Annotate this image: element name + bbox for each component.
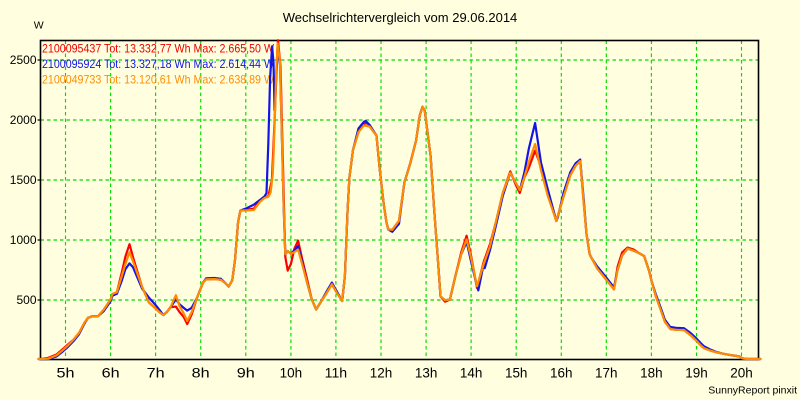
svg-text:2100095437 Tot: 13.332,77 Wh M: 2100095437 Tot: 13.332,77 Wh Max: 2.665,… [42,41,275,55]
svg-text:7h: 7h [147,364,165,380]
svg-text:W: W [34,20,44,32]
svg-text:2500: 2500 [10,53,37,67]
svg-text:8h: 8h [192,364,210,380]
svg-text:11h: 11h [325,364,348,380]
svg-text:15h: 15h [505,364,528,380]
svg-text:12h: 12h [370,364,393,380]
svg-text:2000: 2000 [10,113,37,127]
svg-text:SunnyReport pinxit: SunnyReport pinxit [708,385,797,397]
svg-text:2100049733 Tot: 13.120,61 Wh M: 2100049733 Tot: 13.120,61 Wh Max: 2.638,… [42,73,275,87]
svg-text:500: 500 [16,293,36,307]
svg-text:Wechselrichtervergleich vom 29: Wechselrichtervergleich vom 29.06.2014 [283,10,518,25]
svg-text:1000: 1000 [10,233,37,247]
svg-text:19h: 19h [685,364,708,380]
svg-text:10h: 10h [280,364,303,380]
svg-text:20h: 20h [730,364,753,380]
svg-text:2100095924 Tot: 13.327,18 Wh M: 2100095924 Tot: 13.327,18 Wh Max: 2.614,… [42,57,275,71]
svg-text:6h: 6h [102,364,120,380]
svg-text:5h: 5h [57,364,75,380]
svg-text:17h: 17h [595,364,618,380]
svg-text:16h: 16h [550,364,573,380]
svg-text:1500: 1500 [10,173,37,187]
svg-text:18h: 18h [640,364,663,380]
svg-text:13h: 13h [415,364,438,380]
svg-text:14h: 14h [460,364,483,380]
svg-text:9h: 9h [237,364,255,380]
